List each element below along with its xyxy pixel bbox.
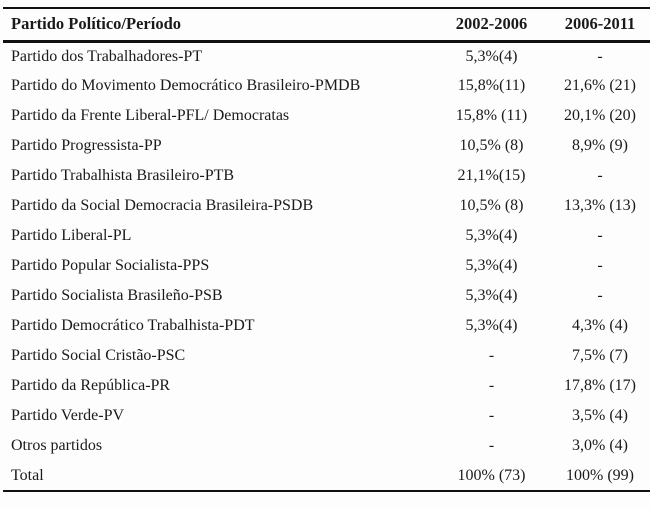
value-2002-2006: 5,3%(4) [465,257,518,274]
party-name: Total [3,461,439,492]
party-name: Partido Progressista-PP [11,137,162,154]
value-2006-2011: - [597,287,603,304]
table-row: Partido Verde-PV - 3,5% (4) [3,401,650,431]
party-name: Partido dos Trabalhadores-PT [11,47,203,65]
table-row: Partido Liberal-PL 5,3%(4) - [3,221,650,251]
party-name: Partido da Social Democracia Brasileira-… [11,197,314,214]
party-name: Partido do Movimento Democrático Brasile… [11,77,361,94]
table-row: Partido da Frente Liberal-PFL/ Democrata… [3,101,650,131]
header-2006-2011: 2006-2011 [544,7,650,43]
value-2006-2011: 13,3% (13) [564,197,636,214]
value-2006-2011: 100% (99) [544,461,650,492]
value-2006-2011: 7,5% (7) [572,347,628,364]
value-2002-2006: - [488,437,495,454]
table-row: Partido da República-PR - 17,8% (17) [3,371,650,401]
value-2002-2006: - [488,407,495,424]
header-2002-2006: 2002-2006 [439,7,544,43]
value-2002-2006: 100% (73) [439,461,544,492]
value-2002-2006: 10,5% (8) [459,197,524,214]
value-2006-2011: - [597,227,603,244]
table-row: Partido Democrático Trabalhista-PDT 5,3%… [3,311,650,341]
party-name: Otros partidos [11,437,103,454]
table-row: Partido do Movimento Democrático Brasile… [3,71,650,101]
table-row: Partido Trabalhista Brasileiro-PTB 21,1%… [3,161,650,191]
value-2006-2011: - [597,167,603,184]
table-row: Partido Popular Socialista-PPS 5,3%(4) - [3,251,650,281]
table-header: Partido Político/Período 2002-2006 2006-… [3,7,650,43]
value-2006-2011: 4,3% (4) [572,317,628,334]
value-2002-2006: 21,1%(15) [457,167,526,184]
party-name: Partido da República-PR [11,377,171,394]
table-row: Total 100% (73) 100% (99) [3,461,650,492]
party-name: Partido Liberal-PL [11,227,132,244]
party-name: Partido Democrático Trabalhista-PDT [11,317,255,334]
party-period-table: Partido Político/Período 2002-2006 2006-… [3,7,650,492]
table-row: Partido dos Trabalhadores-PT 5,3%(4) - [3,41,650,71]
value-2002-2006: 15,8% (11) [455,107,528,124]
table-body: Partido dos Trabalhadores-PT 5,3%(4) - P… [3,41,650,492]
value-2006-2011: 20,1% (20) [564,107,636,124]
value-2006-2011: - [597,47,603,65]
table-row: Otros partidos - 3,0% (4) [3,431,650,461]
table-row: Partido da Social Democracia Brasileira-… [3,191,650,221]
party-name: Partido Popular Socialista-PPS [11,257,210,274]
value-2002-2006: 5,3%(4) [465,47,518,65]
value-2006-2011: 21,6% (21) [564,77,636,94]
value-2002-2006: 5,3%(4) [465,287,518,304]
header-row: Partido Político/Período 2002-2006 2006-… [3,7,650,43]
party-name: Partido Social Cristão-PSC [11,347,186,364]
value-2006-2011: 17,8% (17) [564,377,636,394]
value-2002-2006: 5,3%(4) [465,227,518,244]
header-party-period: Partido Político/Período [3,7,439,43]
value-2002-2006: 5,3%(4) [465,317,518,334]
party-name: Partido Trabalhista Brasileiro-PTB [11,167,235,184]
value-2002-2006: 15,8%(11) [457,77,526,94]
party-name: Partido Socialista Brasileño-PSB [11,287,223,304]
table-row: Partido Progressista-PP 10,5% (8) 8,9% (… [3,131,650,161]
table-row: Partido Socialista Brasileño-PSB 5,3%(4)… [3,281,650,311]
value-2006-2011: 3,5% (4) [572,407,628,424]
party-name: Partido da Frente Liberal-PFL/ Democrata… [11,107,290,124]
value-2002-2006: 10,5% (8) [459,137,524,154]
value-2002-2006: - [488,347,495,364]
table-row: Partido Social Cristão-PSC - 7,5% (7) [3,341,650,371]
value-2006-2011: 8,9% (9) [572,137,628,154]
value-2006-2011: 3,0% (4) [572,437,628,454]
value-2002-2006: - [488,377,495,394]
value-2006-2011: - [597,257,603,274]
party-name: Partido Verde-PV [11,407,125,424]
